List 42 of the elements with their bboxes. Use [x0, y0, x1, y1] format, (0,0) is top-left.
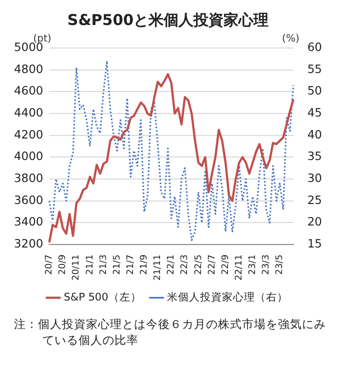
y-tick-label: 3800 [14, 171, 44, 186]
x-tick-label: 23/1 [248, 254, 258, 275]
y-tick-label: 4800 [14, 62, 44, 76]
y-tick-label: 3200 [14, 236, 44, 251]
y2-tick-label: 30 [307, 171, 322, 186]
y-tick-label: 4200 [14, 127, 44, 142]
chart-title: S&P500と米個人投資家心理 [67, 10, 269, 29]
x-tick-label: 21/3 [98, 254, 109, 275]
y-tick-label: 4600 [14, 84, 44, 98]
x-tick-label: 20/7 [44, 254, 55, 275]
x-tick-label: 22/11 [234, 254, 244, 280]
x-tick-label: 21/1 [85, 254, 96, 275]
x-tick-label: 22/3 [180, 254, 190, 275]
x-tick-label: 22/5 [194, 254, 204, 275]
legend-label: 米個人投資家心理（右） [167, 290, 288, 304]
y2-tick-label: 35 [307, 149, 322, 164]
x-tick-label: 22/9 [220, 254, 231, 275]
x-tick-label: 21/9 [140, 254, 150, 275]
x-tick-label: 22/7 [207, 254, 218, 275]
x-tick-label: 21/11 [153, 254, 164, 280]
y2-tick-label: 45 [307, 106, 322, 120]
x-tick-label: 22/1 [166, 254, 177, 275]
y-tick-label: 3400 [14, 214, 44, 229]
y2-tick-label: 60 [307, 40, 322, 54]
x-tick-label: 21/7 [126, 254, 136, 275]
x-tick-label: 20/11 [72, 254, 82, 280]
legend-label: S&P 500（左） [64, 291, 142, 304]
x-tick-label: 21/5 [112, 254, 122, 275]
y-tick-label: 4000 [14, 149, 44, 164]
y2-axis-title: (%) [282, 34, 300, 45]
x-tick-label: 20/9 [58, 254, 68, 275]
x-tick-label: 23/5 [275, 254, 286, 275]
y2-tick-label: 20 [307, 214, 322, 229]
y2-tick-label: 15 [307, 236, 322, 251]
y2-tick-label: 50 [307, 84, 322, 98]
y-tick-label: 4400 [14, 106, 44, 120]
y2-tick-label: 55 [307, 62, 322, 76]
y2-tick-label: 40 [307, 127, 322, 142]
x-tick-label: 23/3 [262, 254, 272, 275]
text: 注：個人投資家心理とは今後６カ月の株式市場を強気にみている個人の比率 [14, 317, 326, 348]
y-tick-label: 3600 [14, 192, 44, 207]
y2-tick-label: 25 [307, 192, 322, 207]
